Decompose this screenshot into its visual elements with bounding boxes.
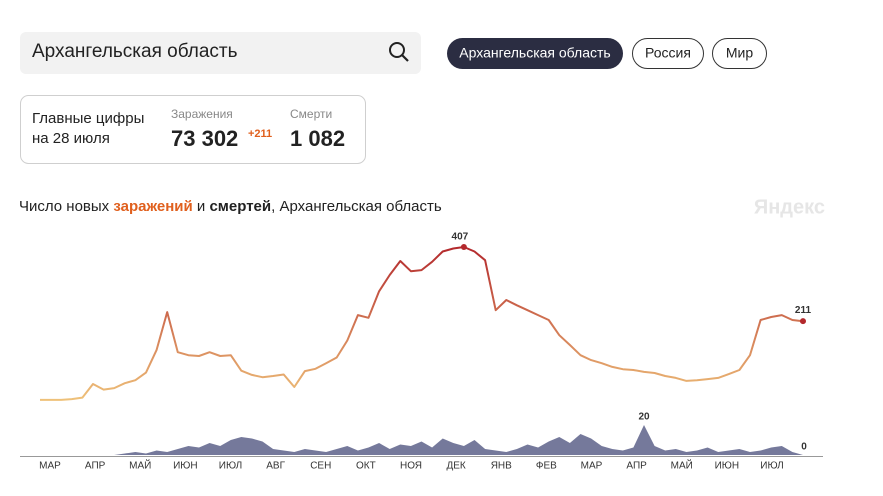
chart-title: Число новых заражений и смертей, Арханге…	[19, 198, 442, 215]
region-label: Архангельская область	[459, 45, 610, 61]
title-cases: заражений	[113, 198, 192, 215]
title-part: Число новых	[19, 198, 113, 215]
cases-dot	[460, 244, 467, 250]
cases-delta: +211	[248, 128, 272, 140]
title-deaths: смертей	[209, 198, 271, 215]
search-field[interactable]	[20, 32, 421, 74]
summary-date: на 28 июля	[32, 130, 110, 147]
search-box[interactable]: Архангельская область	[20, 32, 421, 74]
x-tick-label: АВГ	[266, 461, 285, 472]
x-tick-label: АПР	[85, 461, 106, 472]
deaths-area	[40, 425, 803, 455]
cases-value: 73 302	[171, 126, 238, 151]
deaths-value-label: 0	[801, 442, 807, 453]
cases-label: Заражения	[171, 107, 233, 121]
x-tick-label: НОЯ	[400, 461, 422, 472]
x-tick-label: ИЮЛ	[760, 461, 783, 472]
region-button-active[interactable]	[447, 38, 623, 69]
deaths-value: 1 082	[290, 126, 345, 151]
summary-card	[20, 95, 366, 164]
x-tick-label: ИЮН	[715, 461, 740, 472]
region-label: Мир	[726, 45, 753, 61]
x-tick-label: АПР	[626, 461, 647, 472]
deaths-label: Смерти	[290, 107, 332, 121]
x-tick-label: ФЕВ	[536, 461, 557, 472]
x-tick-label: МАЙ	[129, 459, 151, 472]
x-tick-label: ОКТ	[356, 461, 376, 472]
cases-dot	[800, 318, 806, 325]
region-label: Россия	[645, 45, 691, 61]
x-tick-label: ЯНВ	[491, 461, 512, 472]
deaths-value-label: 20	[638, 412, 650, 423]
region-button[interactable]	[712, 38, 767, 69]
search-icon[interactable]	[389, 42, 405, 58]
cases-value-label: 211	[795, 305, 812, 316]
cases-value-label: 407	[452, 232, 469, 243]
search-icon-handle	[401, 54, 409, 62]
x-tick-label: СЕН	[310, 461, 331, 472]
title-part: , Архангельская область	[271, 198, 442, 215]
cases-line	[40, 246, 804, 401]
summary-title: Главные цифры	[32, 110, 144, 127]
x-tick-label: МАР	[581, 461, 603, 472]
search-query: Архангельская область	[32, 41, 238, 62]
x-tick-label: МАЙ	[671, 459, 693, 472]
region-button[interactable]	[632, 38, 704, 69]
x-tick-label: ДЕК	[446, 461, 465, 472]
x-tick-label: ИЮЛ	[219, 461, 242, 472]
title-part: и	[193, 198, 210, 215]
watermark: Яндекс	[754, 196, 825, 218]
x-tick-label: МАР	[39, 461, 61, 472]
x-tick-label: ИЮН	[173, 461, 198, 472]
